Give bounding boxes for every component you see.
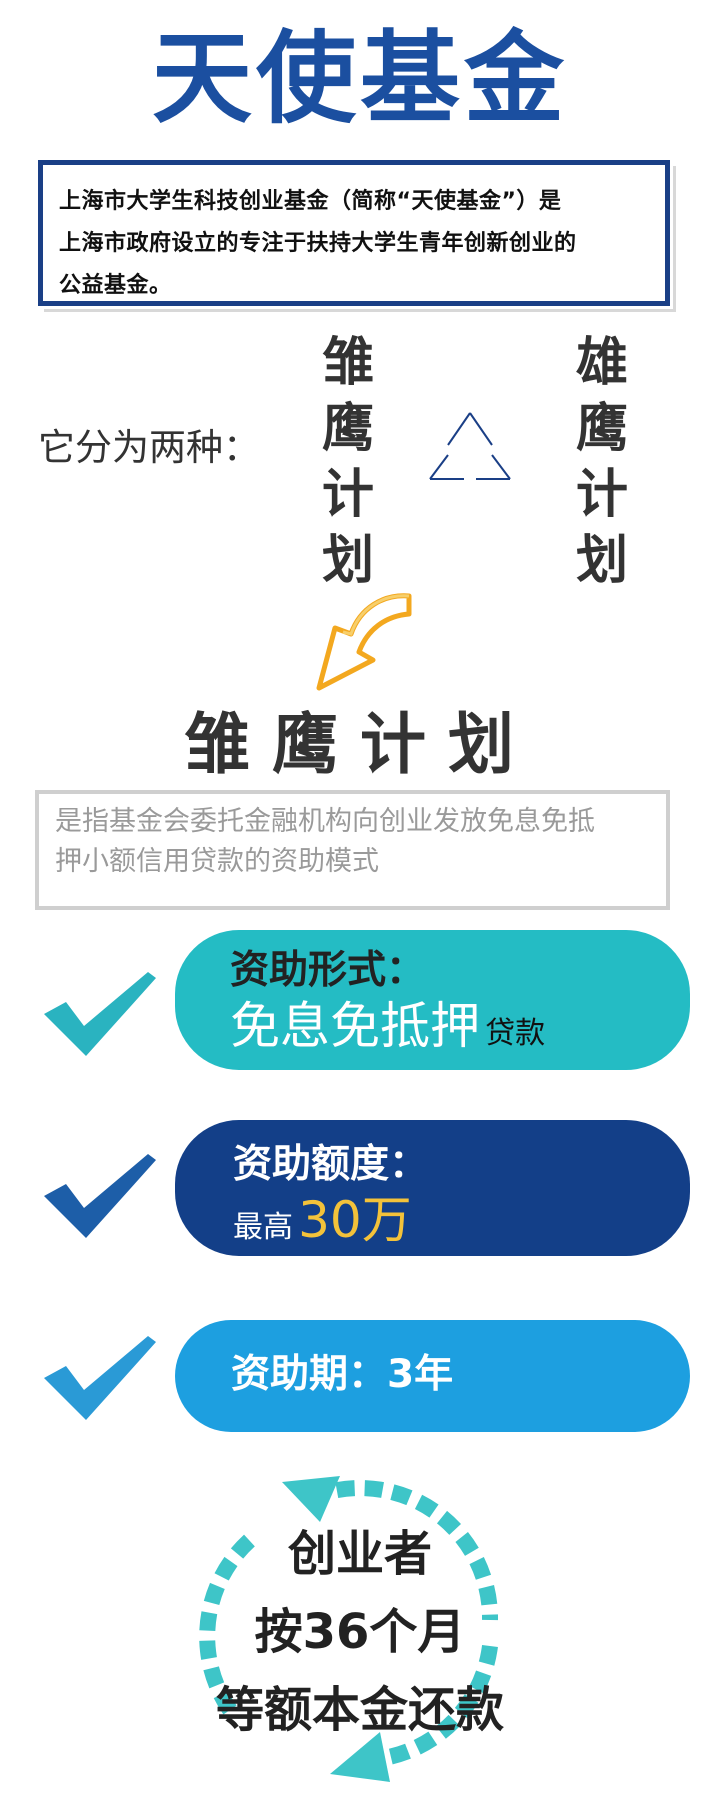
type-left-char: 鹰 xyxy=(321,399,374,459)
type-right-char: 鹰 xyxy=(575,399,628,459)
pill-heading: 资助期：3年 xyxy=(231,1352,454,1397)
info-pill-funding-amount: 资助额度： 最高 30万 xyxy=(175,1120,690,1256)
pill-value-suffix: 贷款 xyxy=(485,1016,546,1051)
intro-box: 上海市大学生科技创业基金（简称“天使基金”）是 上海市政府设立的专注于扶持大学生… xyxy=(38,160,670,306)
pill-value-prefix: 最高 xyxy=(233,1210,293,1245)
intro-line-3: 公益基金。 xyxy=(59,273,172,298)
triangle-icon xyxy=(429,412,511,480)
pill-value-main: 免息免抵押 xyxy=(230,997,480,1055)
intro-line-2: 上海市政府设立的专注于扶持大学生青年创新创业的 xyxy=(59,231,577,256)
description-box: 是指基金会委托金融机构向创业发放免息免抵 押小额信用贷款的资助模式 xyxy=(35,790,670,910)
subtitle: 雏鹰计划 xyxy=(184,706,536,783)
type-right-vertical: 雄 鹰 计 划 xyxy=(572,330,632,594)
curved-arrow-icon xyxy=(316,593,412,691)
info-pill-funding-period: 资助期：3年 xyxy=(175,1320,690,1432)
pill-value-main: 30万 xyxy=(298,1191,412,1249)
cycle-arrows-icon xyxy=(199,1476,499,1782)
description-line-2: 押小额信用贷款的资助模式 xyxy=(55,846,379,877)
type-right-char: 雄 xyxy=(575,333,628,393)
intro-box-shadow xyxy=(44,166,676,312)
checkmark-icon xyxy=(44,1154,156,1238)
repayment-line-1: 创业者 xyxy=(287,1526,432,1582)
type-left-vertical: 雏 鹰 计 划 xyxy=(318,330,378,594)
pill-heading: 资助形式： xyxy=(230,948,426,993)
type-right-char: 计 xyxy=(575,465,628,525)
type-left-char: 计 xyxy=(321,465,374,525)
info-pill-funding-form: 资助形式： 免息免抵押 贷款 xyxy=(175,930,690,1070)
checkmark-icon xyxy=(44,1336,156,1420)
page-title: 天使基金 xyxy=(152,20,568,137)
pill-value: 免息免抵押 贷款 xyxy=(230,994,690,1070)
repayment-line-2: 按36个月 xyxy=(254,1604,466,1660)
checkmark-icon xyxy=(44,972,156,1056)
type-left-char: 雏 xyxy=(321,333,374,393)
type-left-char: 划 xyxy=(321,531,374,591)
types-label: 它分为两种： xyxy=(38,426,260,469)
pill-value: 最高 30万 xyxy=(233,1188,690,1264)
repayment-line-3: 等额本金还款 xyxy=(215,1682,504,1738)
description-line-1: 是指基金会委托金融机构向创业发放免息免抵 xyxy=(55,806,595,837)
type-right-char: 划 xyxy=(575,531,628,591)
intro-line-1: 上海市大学生科技创业基金（简称“天使基金”）是 xyxy=(59,189,562,214)
pill-heading: 资助额度： xyxy=(233,1142,429,1187)
